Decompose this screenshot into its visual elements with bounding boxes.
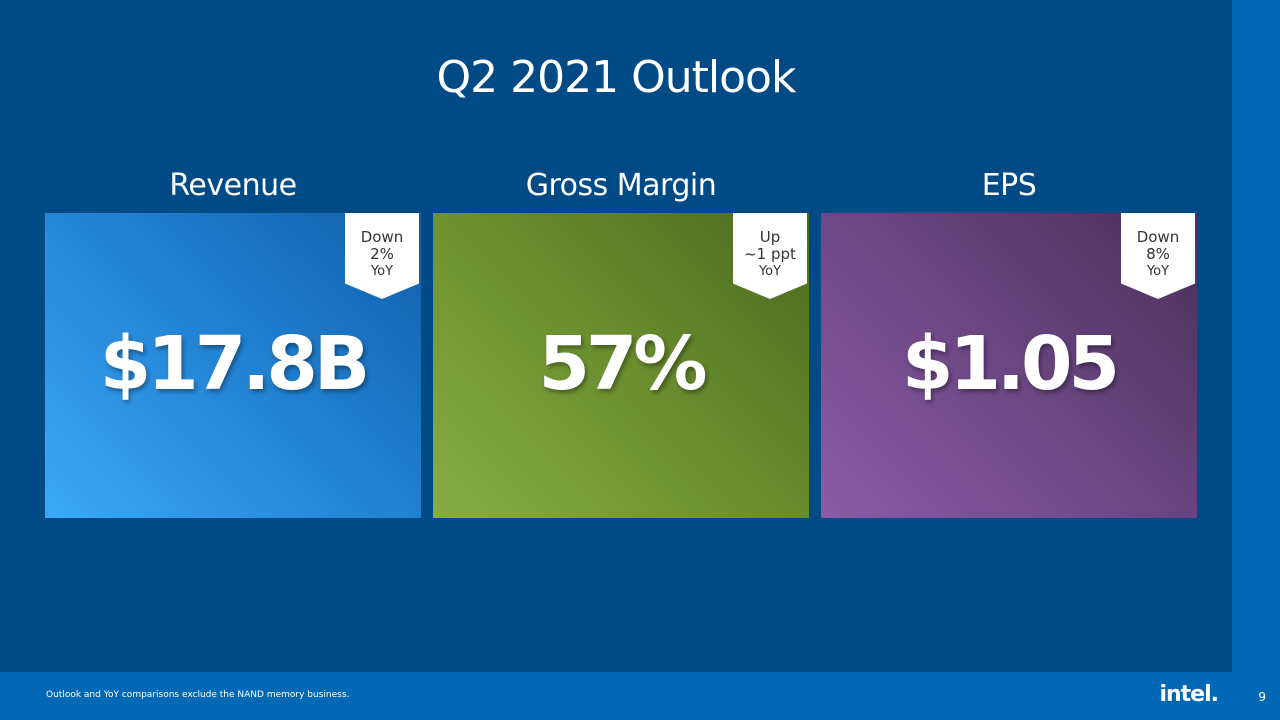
badge: Up ~1 ppt YoY: [733, 213, 807, 299]
card: $1.05 Down 8% YoY: [821, 213, 1197, 518]
badge-text: 8%: [1146, 245, 1170, 263]
badge-text: Down: [360, 228, 404, 246]
badge-text: 2%: [370, 245, 394, 263]
footnote: Outlook and YoY comparisons exclude the …: [46, 690, 350, 700]
card-value: $17.8B: [99, 321, 370, 407]
card-heading: EPS: [981, 168, 1037, 203]
card: 57% Up ~1 ppt YoY: [433, 213, 809, 518]
card-heading: Revenue: [169, 168, 297, 203]
logo: intel.: [1159, 682, 1219, 707]
badge-text: YoY: [370, 264, 394, 279]
badge-text: Down: [1136, 228, 1180, 246]
badge-text: YoY: [1146, 264, 1170, 279]
title: Q2 2021 Outlook: [436, 52, 797, 103]
page-number: 9: [1258, 690, 1266, 704]
badge-text: Up: [759, 228, 781, 246]
side-bar: [1232, 0, 1280, 720]
card: $17.8B Down 2% YoY: [45, 213, 421, 518]
card-value: 57%: [538, 321, 707, 407]
card-heading: Gross Margin: [525, 168, 717, 203]
badge: Down 8% YoY: [1121, 213, 1195, 299]
card-value: $1.05: [901, 321, 1120, 407]
badge-text: YoY: [758, 264, 782, 279]
badge: Down 2% YoY: [345, 213, 419, 299]
footer: Outlook and YoY comparisons exclude the …: [0, 672, 1232, 720]
badge-text: ~1 ppt: [744, 245, 796, 263]
